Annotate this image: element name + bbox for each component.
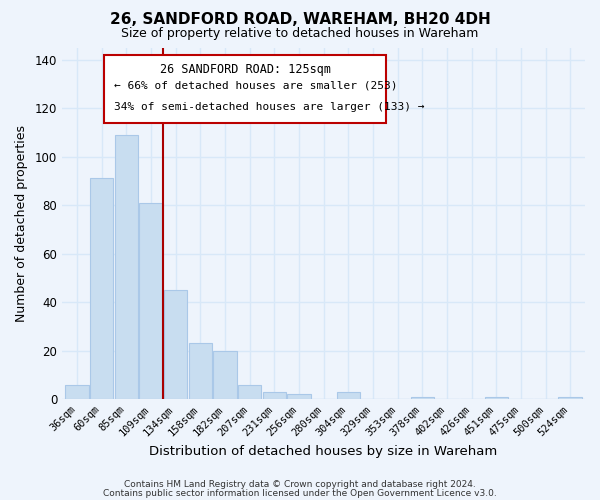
Y-axis label: Number of detached properties: Number of detached properties [15,125,28,322]
Bar [188,344,212,399]
Text: 26 SANDFORD ROAD: 125sqm: 26 SANDFORD ROAD: 125sqm [160,64,331,76]
Bar [287,394,311,399]
Bar [238,384,262,399]
X-axis label: Distribution of detached houses by size in Wareham: Distribution of detached houses by size … [149,444,498,458]
Text: Size of property relative to detached houses in Wareham: Size of property relative to detached ho… [121,28,479,40]
Bar [263,392,286,399]
Bar [213,350,236,399]
Text: 34% of semi-detached houses are larger (133) →: 34% of semi-detached houses are larger (… [115,102,425,112]
Bar [485,396,508,399]
Text: 26, SANDFORD ROAD, WAREHAM, BH20 4DH: 26, SANDFORD ROAD, WAREHAM, BH20 4DH [110,12,490,28]
Text: ← 66% of detached houses are smaller (253): ← 66% of detached houses are smaller (25… [115,81,398,91]
Bar [410,396,434,399]
Text: Contains public sector information licensed under the Open Government Licence v3: Contains public sector information licen… [103,488,497,498]
Bar [90,178,113,399]
FancyBboxPatch shape [104,54,386,123]
Bar [139,202,163,399]
Bar [164,290,187,399]
Bar [337,392,360,399]
Bar [559,396,582,399]
Text: Contains HM Land Registry data © Crown copyright and database right 2024.: Contains HM Land Registry data © Crown c… [124,480,476,489]
Bar [115,135,138,399]
Bar [65,384,89,399]
